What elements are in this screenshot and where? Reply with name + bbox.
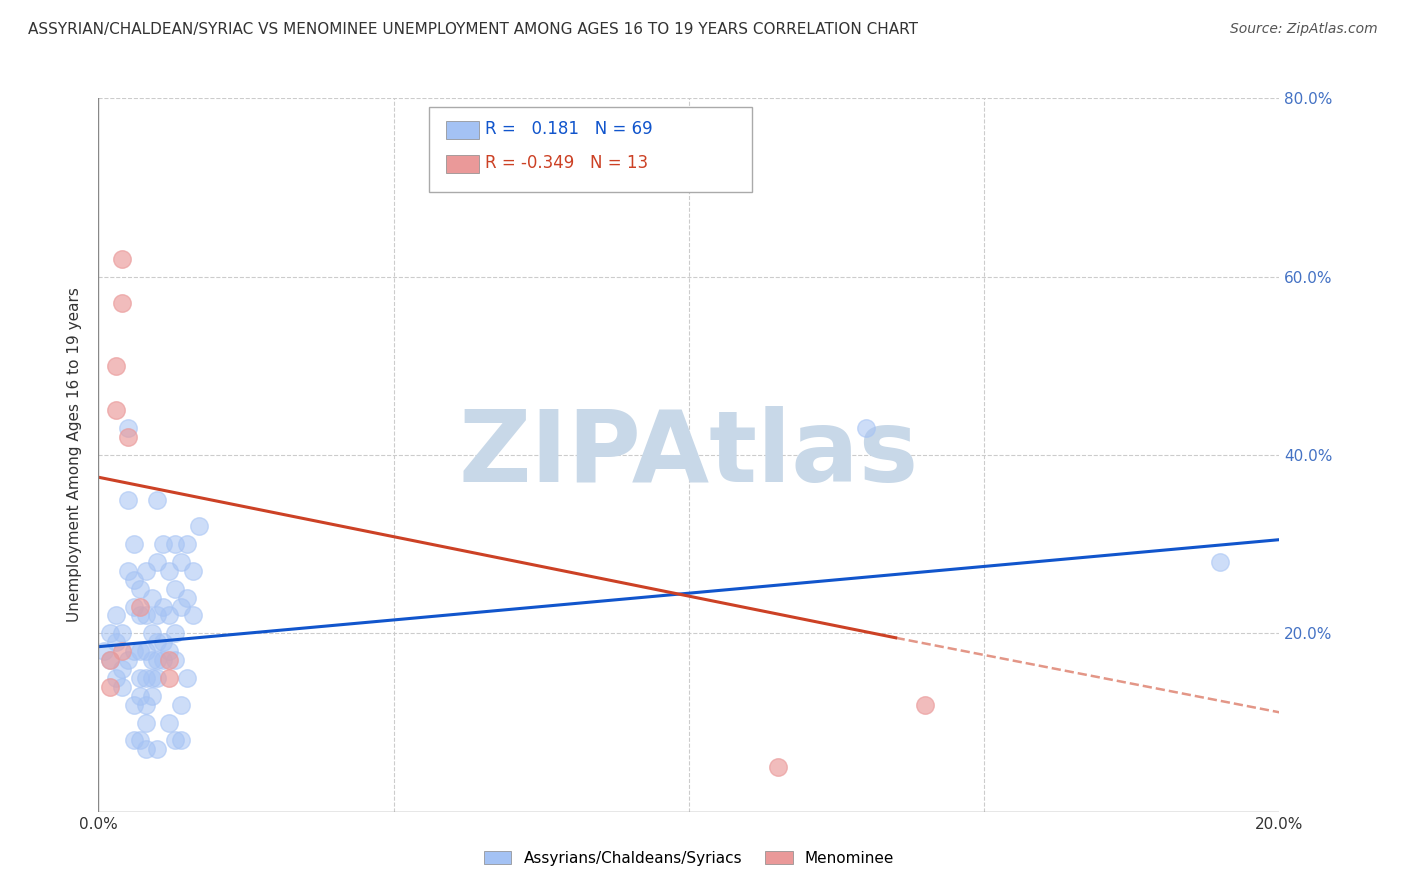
Point bbox=[152, 599, 174, 614]
Point bbox=[157, 671, 180, 685]
Point bbox=[146, 555, 169, 569]
Point bbox=[135, 671, 157, 685]
Point bbox=[152, 653, 174, 667]
Point bbox=[128, 671, 150, 685]
Point bbox=[152, 537, 174, 551]
Point bbox=[176, 671, 198, 685]
Point bbox=[176, 591, 198, 605]
Point bbox=[146, 742, 169, 756]
Point bbox=[157, 564, 180, 578]
Point bbox=[135, 564, 157, 578]
Text: R =   0.181   N = 69: R = 0.181 N = 69 bbox=[485, 120, 652, 138]
Point bbox=[146, 492, 169, 507]
Point bbox=[176, 537, 198, 551]
Point bbox=[98, 653, 121, 667]
Point bbox=[170, 698, 193, 712]
Point bbox=[170, 555, 193, 569]
Point bbox=[128, 733, 150, 747]
Point bbox=[105, 608, 128, 623]
Point bbox=[165, 537, 187, 551]
Point bbox=[135, 644, 157, 658]
Point bbox=[141, 626, 163, 640]
Point bbox=[135, 742, 157, 756]
Point bbox=[111, 296, 134, 310]
Point bbox=[117, 430, 139, 444]
Point bbox=[181, 608, 204, 623]
Point bbox=[122, 698, 145, 712]
Point bbox=[128, 689, 150, 703]
Point bbox=[157, 715, 180, 730]
Point bbox=[165, 733, 187, 747]
Point bbox=[855, 421, 877, 435]
Point bbox=[117, 492, 139, 507]
Text: R = -0.349   N = 13: R = -0.349 N = 13 bbox=[485, 154, 648, 172]
Point bbox=[98, 653, 121, 667]
Point bbox=[146, 608, 169, 623]
Point bbox=[98, 626, 121, 640]
Point bbox=[141, 653, 163, 667]
Point bbox=[146, 635, 169, 649]
Point bbox=[135, 608, 157, 623]
Point bbox=[117, 564, 139, 578]
Point bbox=[141, 689, 163, 703]
Point bbox=[111, 626, 134, 640]
Point bbox=[165, 653, 187, 667]
Point bbox=[157, 644, 180, 658]
Point bbox=[141, 671, 163, 685]
Point bbox=[157, 608, 180, 623]
Point bbox=[122, 537, 145, 551]
Point bbox=[165, 626, 187, 640]
Y-axis label: Unemployment Among Ages 16 to 19 years: Unemployment Among Ages 16 to 19 years bbox=[67, 287, 83, 623]
Point bbox=[105, 671, 128, 685]
Point bbox=[165, 582, 187, 596]
Point bbox=[111, 252, 134, 266]
Point bbox=[146, 653, 169, 667]
Point bbox=[93, 644, 115, 658]
Point bbox=[117, 653, 139, 667]
Point bbox=[1209, 555, 1232, 569]
Point bbox=[170, 599, 193, 614]
Point bbox=[122, 573, 145, 587]
Point bbox=[117, 421, 139, 435]
Point bbox=[105, 403, 128, 417]
Point bbox=[141, 591, 163, 605]
Point bbox=[105, 359, 128, 373]
Point bbox=[105, 635, 128, 649]
Point bbox=[152, 635, 174, 649]
Point bbox=[111, 662, 134, 676]
Legend: Assyrians/Chaldeans/Syriacs, Menominee: Assyrians/Chaldeans/Syriacs, Menominee bbox=[478, 845, 900, 871]
Text: Source: ZipAtlas.com: Source: ZipAtlas.com bbox=[1230, 22, 1378, 37]
Point bbox=[181, 564, 204, 578]
Point bbox=[187, 519, 209, 533]
Text: ZIPAtlas: ZIPAtlas bbox=[458, 407, 920, 503]
Point bbox=[128, 582, 150, 596]
Point bbox=[146, 671, 169, 685]
Point bbox=[128, 644, 150, 658]
Point bbox=[98, 680, 121, 694]
Point bbox=[111, 680, 134, 694]
Point bbox=[157, 653, 180, 667]
Point bbox=[914, 698, 936, 712]
Point bbox=[122, 599, 145, 614]
Point bbox=[135, 698, 157, 712]
Point bbox=[122, 733, 145, 747]
Text: ASSYRIAN/CHALDEAN/SYRIAC VS MENOMINEE UNEMPLOYMENT AMONG AGES 16 TO 19 YEARS COR: ASSYRIAN/CHALDEAN/SYRIAC VS MENOMINEE UN… bbox=[28, 22, 918, 37]
Point bbox=[135, 715, 157, 730]
Point bbox=[170, 733, 193, 747]
Point bbox=[111, 644, 134, 658]
Point bbox=[122, 644, 145, 658]
Point bbox=[128, 599, 150, 614]
Point bbox=[128, 608, 150, 623]
Point bbox=[766, 760, 789, 774]
